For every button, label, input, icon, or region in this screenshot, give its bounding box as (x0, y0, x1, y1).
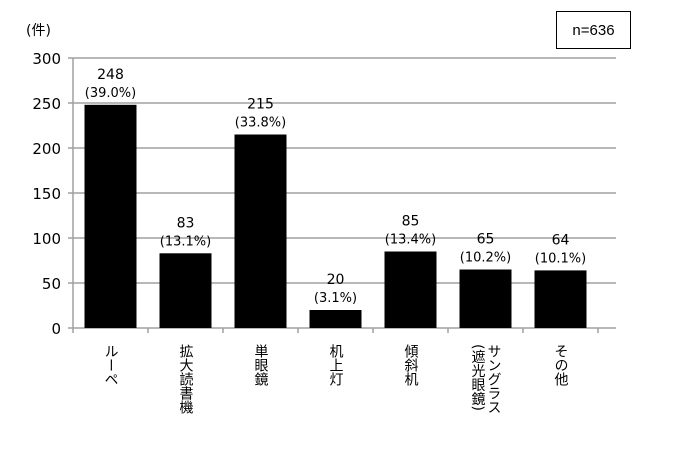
percent-label: (10.2%) (460, 251, 511, 266)
percent-label: (33.8%) (235, 116, 286, 131)
y-tick-label: 250 (32, 95, 61, 113)
bar (309, 310, 362, 328)
y-axis-unit: (件) (26, 23, 51, 39)
y-tick-label: 50 (42, 275, 61, 293)
x-category-label: サングラス (遮光眼鏡) (469, 344, 502, 414)
value-label: 65 (477, 232, 495, 248)
bar (534, 270, 587, 328)
x-category-label: 机上灯 (327, 344, 344, 386)
value-label: 215 (247, 97, 274, 113)
bar (234, 134, 287, 328)
sample-size-box: n=636 (556, 11, 631, 49)
bar (459, 269, 512, 328)
percent-label: (13.4%) (385, 233, 436, 248)
percent-label: (3.1%) (314, 291, 357, 306)
value-label: 20 (327, 272, 345, 288)
x-category-label: 拡大読書機 (177, 344, 194, 414)
percent-label: (39.0%) (85, 86, 136, 101)
x-category-label: その他 (552, 344, 569, 386)
bar (84, 104, 137, 328)
value-label: 64 (552, 232, 570, 248)
bar (384, 251, 437, 328)
value-label: 83 (177, 215, 195, 231)
percent-label: (13.1%) (160, 234, 211, 249)
y-tick-label: 150 (32, 185, 61, 203)
value-label: 248 (97, 67, 124, 83)
bar (159, 253, 212, 328)
y-tick-label: 100 (32, 230, 61, 248)
x-category-label: 傾斜机 (402, 344, 419, 386)
x-category-label: 単眼鏡 (252, 344, 269, 386)
y-tick-label: 200 (32, 140, 61, 158)
y-tick-label: 300 (32, 50, 61, 68)
y-tick-label: 0 (51, 320, 61, 338)
x-category-label: ルーペ (102, 344, 119, 386)
percent-label: (10.1%) (535, 251, 586, 266)
value-label: 85 (402, 214, 420, 230)
